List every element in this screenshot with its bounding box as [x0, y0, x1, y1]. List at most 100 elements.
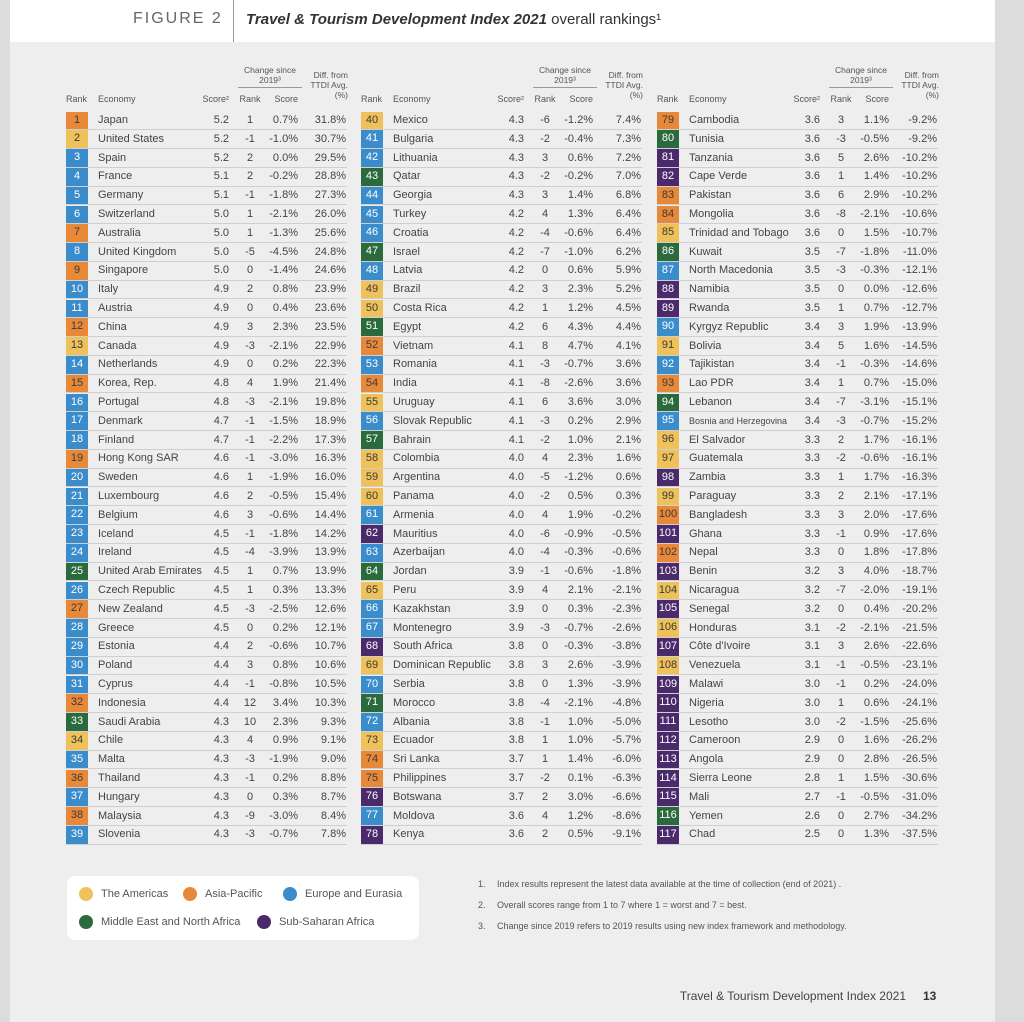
diff: -5.7%	[612, 734, 641, 747]
change-rank: -2	[540, 772, 550, 784]
change-rank: -3	[245, 396, 255, 408]
economy: Nigeria	[689, 696, 724, 709]
row-separator	[361, 392, 642, 394]
rank-badge: 79	[657, 111, 679, 130]
table-row: 79 Cambodia 3.6 3 1.1% -9.2%	[657, 111, 938, 131]
change-score: -0.7%	[564, 358, 593, 371]
score: 5.0	[213, 245, 229, 258]
diff: 6.2%	[615, 245, 641, 258]
change-rank: 0	[837, 602, 845, 615]
change-score: -1.8%	[269, 527, 298, 540]
rank-badge: 112	[657, 731, 679, 750]
change-rank: 6	[541, 396, 549, 408]
change-score: 0.7%	[272, 114, 298, 126]
row-separator	[66, 712, 347, 714]
change-rank: 4	[541, 584, 549, 596]
row-separator	[66, 749, 347, 751]
row-separator	[657, 223, 938, 225]
row-separator	[657, 806, 938, 808]
economy: Mauritius	[393, 527, 438, 540]
diff: -12.1%	[902, 264, 937, 277]
diff: -12.7%	[902, 302, 937, 314]
row-separator	[657, 373, 938, 375]
table-row: 75 Philippines 3.7 -2 0.1% -6.3%	[361, 769, 642, 789]
row-separator	[361, 354, 642, 356]
score: 4.1	[508, 396, 524, 408]
economy: Paraguay	[689, 490, 737, 502]
diff: -3.9%	[612, 678, 641, 690]
table-row: 104 Nicaragua 3.2 -7 -2.0% -19.1%	[657, 581, 938, 601]
economy: Brazil	[393, 283, 421, 296]
diff: 27.3%	[314, 189, 346, 202]
change-rank: 0	[246, 264, 254, 277]
row-separator	[361, 824, 642, 826]
diff: 16.0%	[314, 471, 346, 484]
economy: Mali	[689, 790, 710, 803]
change-score: 1.0%	[567, 433, 593, 446]
change-score: 0.0%	[272, 151, 298, 164]
rank-badge: 76	[361, 788, 383, 807]
change-score: 0.2%	[272, 772, 298, 784]
economy: Tanzania	[689, 151, 734, 164]
row-separator	[657, 242, 938, 244]
rank-badge: 62	[361, 525, 383, 543]
rank-badge: 2	[66, 130, 88, 149]
figure-label: FIGURE 2	[133, 10, 223, 27]
economy: El Salvador	[689, 433, 746, 446]
table-row: 48 Latvia 4.2 0 0.6% 5.9%	[361, 261, 642, 281]
economy: Mongolia	[689, 208, 734, 220]
table-row: 40 Mexico 4.3 -6 -1.2% 7.4%	[361, 111, 642, 131]
change-score: 0.2%	[863, 678, 889, 690]
economy: Zambia	[689, 471, 726, 484]
table-row: 42 Lithuania 4.3 3 0.6% 7.2%	[361, 149, 642, 168]
score: 4.3	[508, 151, 524, 164]
row-separator	[361, 580, 642, 582]
table-row: 73 Ecuador 3.8 1 1.0% -5.7%	[361, 731, 642, 751]
score: 3.1	[804, 659, 820, 672]
score: 3.4	[804, 396, 820, 408]
diff: 16.3%	[314, 452, 346, 465]
row-separator	[657, 580, 938, 582]
score: 3.4	[804, 320, 820, 333]
economy: Ghana	[689, 527, 723, 540]
rank-badge: 10	[66, 280, 88, 299]
change-score: -1.0%	[564, 245, 593, 258]
row-separator	[66, 185, 347, 187]
row-separator	[361, 655, 642, 657]
score: 4.5	[213, 621, 229, 634]
economy: Malaysia	[98, 809, 142, 822]
score: 4.3	[213, 715, 229, 728]
score: 4.5	[213, 565, 229, 578]
change-rank: 0	[246, 621, 254, 634]
row-separator	[657, 655, 938, 657]
change-rank: 4	[541, 508, 549, 521]
diff: 8.8%	[320, 772, 346, 784]
row-separator	[66, 354, 347, 356]
economy: Finland	[98, 433, 135, 446]
rank-badge: 93	[657, 374, 679, 393]
row-separator	[66, 824, 347, 826]
rank-badge: 57	[361, 431, 383, 449]
change-score: 0.2%	[567, 414, 593, 427]
diff: -31.0%	[902, 790, 937, 803]
diff: 8.4%	[320, 809, 346, 822]
economy: Angola	[689, 753, 724, 766]
change-rank: -7	[540, 245, 550, 258]
row-separator	[361, 542, 642, 544]
change-score: 0.7%	[272, 565, 298, 578]
row-separator	[66, 336, 347, 338]
change-rank: -3	[540, 621, 550, 634]
score: 3.5	[804, 283, 820, 296]
table-row: 33 Saudi Arabia 4.3 10 2.3% 9.3%	[66, 713, 347, 732]
change-rank: -1	[245, 189, 255, 202]
economy: Cameroon	[689, 734, 741, 747]
diff: -9.1%	[612, 828, 641, 841]
footer-text: Travel & Tourism Development Index 2021	[679, 989, 906, 1003]
change-score: -0.7%	[860, 414, 889, 427]
change-score: 1.3%	[567, 678, 593, 690]
change-score: -3.0%	[269, 809, 298, 822]
change-score: 2.3%	[272, 715, 298, 728]
change-rank: -2	[540, 433, 550, 446]
table-row: 68 South Africa 3.8 0 -0.3% -3.8%	[361, 637, 642, 657]
diff: -15.2%	[902, 414, 937, 427]
